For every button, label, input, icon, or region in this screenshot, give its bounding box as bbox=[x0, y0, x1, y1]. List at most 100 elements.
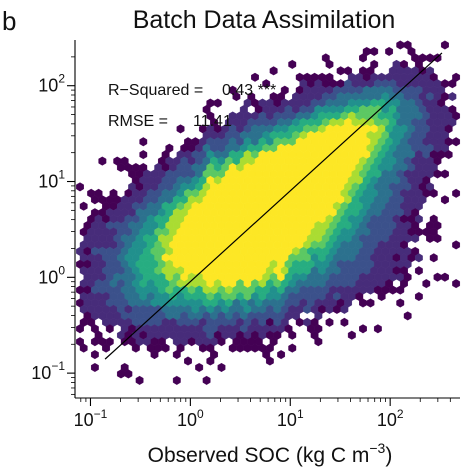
hexbin-cell bbox=[374, 324, 382, 334]
hexbin-cell bbox=[385, 46, 393, 57]
hexbin-cell bbox=[370, 46, 379, 57]
hexbin-cell bbox=[314, 337, 323, 347]
panel-label: b bbox=[2, 6, 16, 36]
hexbin-cell bbox=[366, 285, 375, 295]
hexbin-cell bbox=[135, 375, 144, 385]
y-tick-label: 10−1 bbox=[31, 359, 65, 383]
hexbin-cell bbox=[377, 291, 386, 302]
hexbin-cell bbox=[429, 253, 438, 263]
hexbin-cell bbox=[340, 317, 349, 327]
hexbin-cell bbox=[396, 285, 405, 295]
hexbin-cell bbox=[441, 272, 449, 282]
hexbin-cell bbox=[266, 356, 274, 366]
x-axis-label: Observed SOC (kg C m−3) bbox=[148, 440, 393, 467]
stats-annotation: R−Squared = 0.43 *** RMSE = 11.41 bbox=[108, 82, 276, 130]
hexbin-cell bbox=[441, 195, 449, 205]
hexbin-cell bbox=[124, 369, 133, 379]
hexbin-cell bbox=[441, 169, 449, 179]
hexbin-cell bbox=[426, 233, 434, 244]
rmse-label: RMSE = bbox=[108, 113, 168, 130]
hexbin-cell bbox=[452, 240, 460, 250]
hexbin-cell bbox=[79, 343, 88, 353]
hexbin-cell bbox=[396, 298, 405, 308]
hexbin-cell bbox=[444, 150, 453, 160]
hexbin-cell bbox=[448, 92, 457, 102]
hexbin-cell bbox=[262, 79, 271, 89]
hexbin-cell bbox=[415, 291, 423, 302]
hexbin-layer bbox=[76, 40, 460, 385]
hexbin-cell bbox=[217, 362, 226, 373]
y-tick-label: 100 bbox=[38, 263, 65, 287]
hexbin-cell bbox=[105, 324, 114, 334]
y-tick-label: 102 bbox=[38, 72, 65, 96]
hexbin-cell bbox=[288, 59, 297, 69]
hexbin-cell bbox=[139, 150, 148, 160]
hexbin-cell bbox=[359, 298, 367, 308]
hexbin-cell bbox=[91, 362, 99, 373]
hexbin-cell bbox=[277, 350, 285, 360]
hexbin-cell bbox=[366, 298, 375, 308]
hexbin-cell bbox=[176, 124, 185, 134]
x-tick-label: 100 bbox=[177, 407, 204, 430]
hexbin-cell bbox=[172, 375, 181, 385]
rsquared-value: 0.43 *** bbox=[222, 82, 276, 99]
hexbin-cell bbox=[76, 324, 84, 334]
hexbin-cell bbox=[452, 188, 460, 198]
hexbin-cell bbox=[91, 350, 99, 360]
hexbin-cell bbox=[448, 79, 457, 89]
hexbin-cell bbox=[217, 337, 226, 347]
hexbin-cell bbox=[213, 98, 222, 108]
hexbin-cell bbox=[415, 253, 423, 263]
hexbin-cell bbox=[433, 233, 442, 244]
hexbin-cell bbox=[325, 317, 334, 327]
hexbin-cell bbox=[336, 66, 345, 76]
hexbin-cell bbox=[347, 330, 356, 340]
one-to-one-line bbox=[104, 52, 443, 360]
hexbin-cell bbox=[441, 40, 449, 50]
hexbin-cell bbox=[206, 356, 215, 366]
hexbin-cell bbox=[452, 137, 460, 147]
hexbin-cell bbox=[184, 356, 192, 366]
hexbin-cell bbox=[388, 285, 397, 295]
hexbin-cell bbox=[415, 266, 423, 276]
hexbin-cell bbox=[433, 169, 442, 179]
hexbin-cell bbox=[433, 272, 442, 282]
hexbin-cell bbox=[288, 343, 297, 353]
hexbin-cell bbox=[187, 337, 196, 347]
hexbin-cell bbox=[340, 304, 349, 314]
hexbin-cell bbox=[452, 279, 460, 289]
hexbin-cell bbox=[288, 330, 297, 340]
hexbin-cell bbox=[411, 233, 420, 244]
axes: 10−1 100 101 102 10−1 100 101 102 bbox=[31, 40, 460, 430]
hexbin-cell bbox=[269, 66, 278, 76]
hexbin-cell bbox=[202, 375, 211, 385]
hexbin-cell bbox=[102, 343, 110, 353]
hexbin-cell bbox=[251, 72, 259, 82]
hexbin-cell bbox=[98, 156, 107, 166]
hexbin-cell bbox=[429, 188, 438, 198]
y-tick-label: 101 bbox=[38, 168, 65, 192]
x-tick-label: 102 bbox=[377, 407, 404, 430]
chart-title: Batch Data Assimilation bbox=[133, 6, 396, 34]
rmse-value: 11.41 bbox=[193, 113, 232, 130]
hexbin-cell bbox=[359, 324, 367, 334]
hexbin-cell bbox=[396, 40, 405, 50]
hexbin-cell bbox=[195, 362, 204, 373]
hexbin-cell bbox=[139, 137, 148, 147]
hexbin-cell bbox=[359, 53, 367, 63]
hexbin-cell bbox=[232, 92, 241, 102]
x-tick-label: 10−1 bbox=[74, 407, 108, 430]
hexbin-cell bbox=[76, 182, 84, 192]
hexbin-cell bbox=[172, 350, 181, 360]
hexbin-cell bbox=[131, 343, 140, 353]
hexbin-cell bbox=[403, 311, 412, 321]
hexbin-cell bbox=[91, 337, 99, 347]
x-tick-label: 101 bbox=[277, 407, 304, 430]
hexbin-cell bbox=[161, 343, 170, 353]
hexbin-cell bbox=[79, 201, 88, 211]
hexbin-cell bbox=[91, 195, 99, 205]
hexbin-cell bbox=[325, 59, 334, 69]
rsquared-label: R−Squared = bbox=[108, 82, 203, 99]
hexbin-cell bbox=[150, 350, 159, 360]
